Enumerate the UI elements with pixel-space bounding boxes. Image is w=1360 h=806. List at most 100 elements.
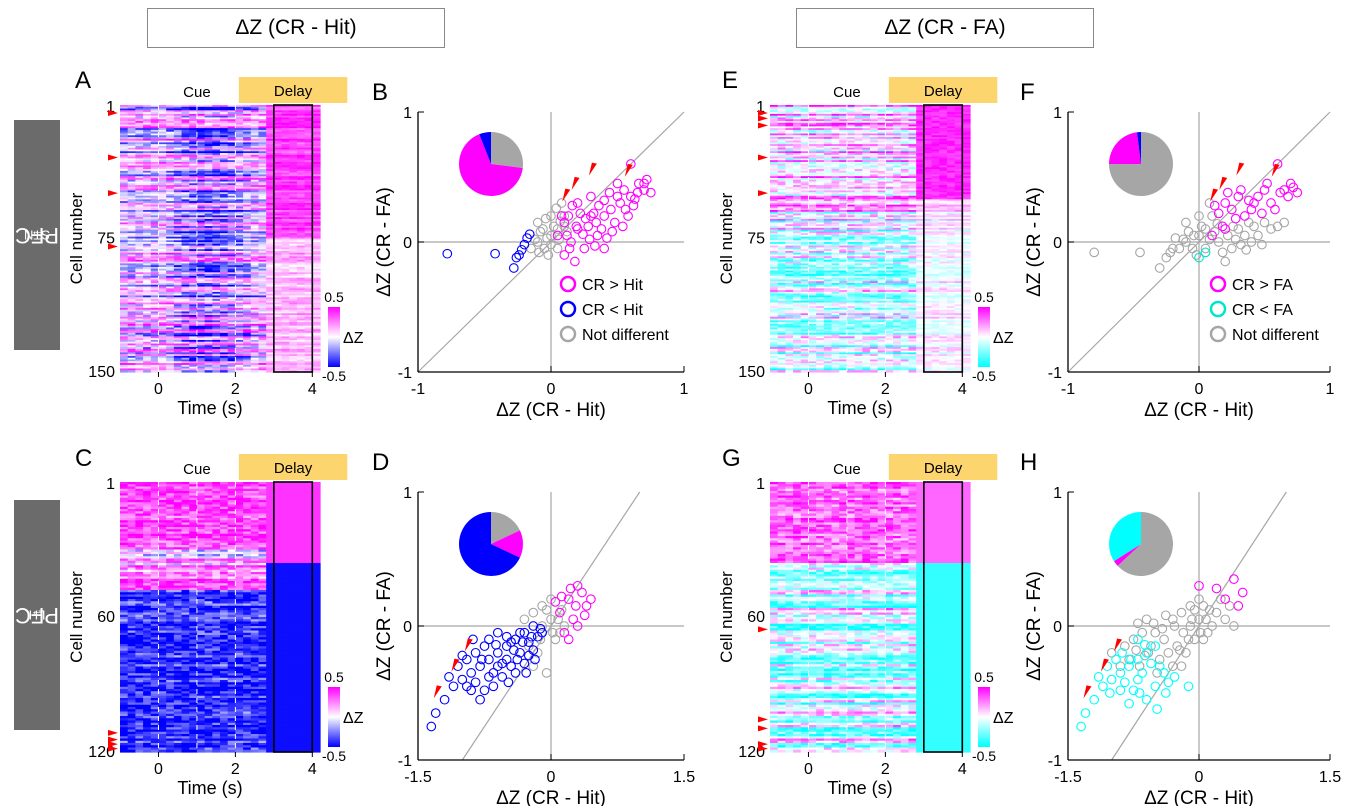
heatmap-cell (181, 194, 190, 197)
heatmap-cell (196, 540, 206, 544)
heatmap-cell (173, 366, 183, 370)
heatmap-cell (143, 297, 152, 300)
heatmap-cell (204, 145, 213, 149)
heatmap-cell (135, 110, 144, 113)
heatmap-cell (235, 256, 244, 259)
heatmap-cell (312, 348, 321, 352)
heatmap-cell (296, 339, 306, 343)
heatmap-cell (196, 185, 206, 188)
heatmap-cell (166, 169, 175, 172)
heatmap-cell (189, 106, 198, 110)
heatmap-cell (258, 106, 267, 110)
heatmap-cell (143, 554, 152, 557)
heatmap-cell (289, 110, 298, 113)
heatmap-cell (266, 482, 275, 485)
heatmap-cell (120, 195, 129, 199)
heatmap-cell (266, 194, 275, 197)
heatmap-cell (220, 554, 229, 557)
heatmap-cell (227, 293, 236, 297)
heatmap-cell (166, 201, 175, 204)
heatmap-cell (196, 482, 206, 485)
heatmap-cell (258, 279, 267, 282)
heatmap-cell (143, 147, 152, 151)
heatmap-cell (181, 504, 190, 508)
heatmap-cell (120, 188, 129, 192)
heatmap-cell (227, 283, 236, 286)
heatmap-cell (312, 176, 321, 179)
heatmap-cell (243, 153, 252, 156)
heatmap-cell (250, 291, 260, 295)
heatmap-cell (127, 149, 136, 152)
heatmap-cell (181, 522, 190, 526)
heatmap-cell (166, 215, 175, 218)
heatmap-cell (227, 145, 236, 149)
heatmap-cell (127, 153, 136, 156)
heatmap-cell (158, 357, 167, 361)
heatmap-cell (127, 217, 136, 220)
heatmap-cell (173, 297, 183, 300)
heatmap-cell (243, 345, 252, 348)
heatmap-cell (120, 511, 129, 515)
heatmap-cell (281, 181, 290, 184)
heatmap-cell (227, 227, 236, 231)
heatmap-cell (304, 208, 313, 211)
heatmap-cell (150, 357, 160, 361)
heatmap-cell (220, 153, 229, 156)
heatmap-cell (166, 560, 175, 564)
heatmap-cell (250, 137, 260, 140)
heatmap-cell (227, 199, 236, 202)
heatmap-cell (304, 128, 313, 131)
heatmap-cell (312, 286, 321, 289)
heatmap-cell (212, 307, 221, 311)
heatmap-cell (204, 249, 213, 252)
heatmap-cell (273, 334, 283, 337)
heatmap-cell (312, 288, 321, 291)
heatmap-cell (227, 158, 236, 161)
heatmap-cell (289, 518, 298, 521)
heatmap-cell (273, 266, 283, 270)
heatmap-cell (243, 263, 252, 266)
heatmap-cell (173, 558, 183, 562)
heatmap-cell (289, 560, 298, 564)
heatmap-cell (204, 558, 213, 562)
heatmap-cell (227, 147, 236, 151)
heatmap-cell (296, 145, 306, 149)
heatmap-cell (158, 161, 167, 165)
heatmap-cell (266, 357, 275, 361)
heatmap-cell (243, 113, 252, 117)
heatmap-cell (250, 331, 260, 334)
heatmap-cell (189, 229, 198, 232)
heatmap-cell (296, 283, 306, 286)
heatmap-cell (289, 551, 298, 555)
heatmap-cell (143, 265, 152, 268)
heatmap-cell (166, 491, 175, 494)
heatmap-cell (189, 484, 198, 488)
heatmap-cell (266, 215, 275, 218)
heatmap-cell (266, 316, 275, 320)
heatmap-cell (196, 210, 206, 213)
heatmap-cell (220, 156, 229, 159)
heatmap-cell (250, 325, 260, 329)
heatmap-cell (189, 522, 198, 526)
heatmap-cell (258, 204, 267, 208)
heatmap-cell (296, 364, 306, 368)
heatmap-cell (304, 234, 313, 238)
heatmap-cell (166, 302, 175, 305)
heatmap-cell (243, 202, 252, 206)
heatmap-cell (127, 179, 136, 183)
heatmap-cell (150, 140, 160, 143)
heatmap-cell (235, 316, 244, 320)
heatmap-cell (135, 208, 144, 211)
heatmap-cell (173, 186, 183, 190)
heatmap-cell (243, 288, 252, 291)
heatmap-cell (127, 520, 136, 524)
heatmap-cell (204, 361, 213, 364)
heatmap-cell (281, 300, 290, 304)
heatmap-cell (127, 522, 136, 526)
heatmap-cell (135, 336, 144, 339)
heatmap-cell (243, 547, 252, 551)
heatmap-cell (135, 124, 144, 127)
heatmap-cell (289, 210, 298, 213)
heatmap-cell (212, 126, 221, 129)
heatmap-cell (312, 502, 321, 506)
